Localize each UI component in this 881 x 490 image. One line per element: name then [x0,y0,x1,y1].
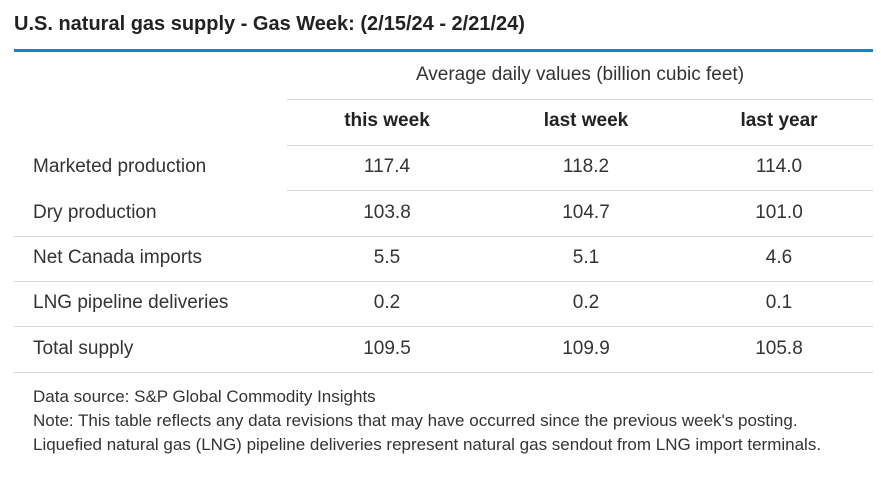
table-cell: 101.0 [755,202,803,223]
table-bottom-rule [14,372,873,373]
row-label-marketed-production: Marketed production [33,156,207,177]
column-header-this-week: this week [344,110,430,131]
table-cell: 118.2 [562,156,610,177]
table-cell: 4.6 [765,247,793,268]
table-cell: 114.0 [755,156,803,177]
row-label-total-supply: Total supply [33,338,134,359]
table-cell: 109.9 [562,338,610,359]
table-cell: 105.8 [755,338,803,359]
table-cell: 103.8 [363,202,411,223]
unit-header-divider [287,99,873,100]
column-header-last-week: last week [543,110,629,131]
row-label-net-canada-imports: Net Canada imports [33,247,202,268]
column-header-last-year: last year [740,110,818,131]
table-cell: 104.7 [562,202,610,223]
row-label-dry-production: Dry production [33,202,157,223]
table-cell: 0.2 [572,292,600,313]
row-divider [14,236,873,237]
row-label-lng-pipeline-deliveries: LNG pipeline deliveries [33,292,229,313]
title-underline [14,49,873,52]
table-cell: 109.5 [363,338,411,359]
row-divider [287,190,873,191]
table-cell: 0.1 [765,292,793,313]
unit-header: Average daily values (billion cubic feet… [415,64,745,85]
table-cell: 0.2 [373,292,401,313]
table-footer: Data source: S&P Global Commodity Insigh… [33,385,863,457]
table-cell: 5.5 [373,247,401,268]
table-cell: 117.4 [363,156,411,177]
data-source-note: Data source: S&P Global Commodity Insigh… [33,387,376,406]
row-divider [14,281,873,282]
table-cell: 5.1 [572,247,600,268]
column-header-divider [287,145,873,146]
table-title: U.S. natural gas supply - Gas Week: (2/1… [14,13,525,35]
row-divider [14,326,873,327]
revision-note: Note: This table reflects any data revis… [33,411,822,454]
